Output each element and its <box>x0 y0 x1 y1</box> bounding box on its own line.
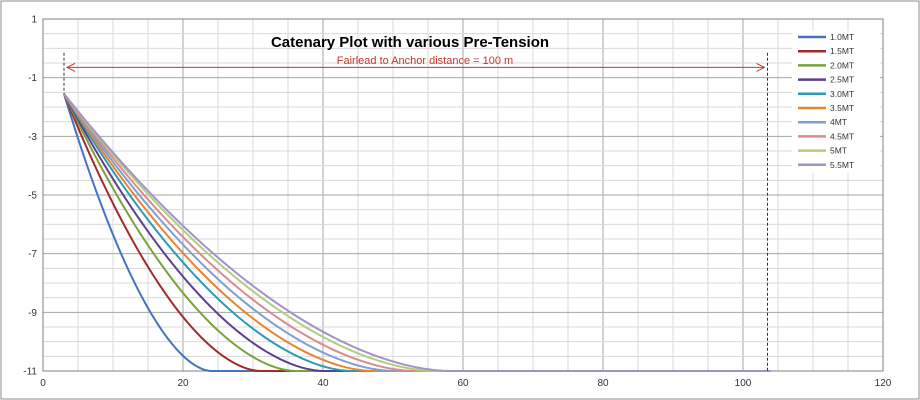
x-tick-label: 20 <box>177 378 189 389</box>
y-tick-label: -5 <box>28 191 37 202</box>
x-tick-label: 100 <box>735 378 752 389</box>
legend-label: 2.0MT <box>830 60 854 70</box>
x-tick-label: 60 <box>457 378 469 389</box>
series-line <box>63 93 771 372</box>
distance-annotation: Fairlead to Anchor distance = 100 m <box>337 55 513 67</box>
series-line <box>63 93 771 372</box>
y-tick-label: -9 <box>28 308 37 319</box>
y-tick-label: -11 <box>23 367 37 378</box>
x-tick-label: 120 <box>875 378 892 389</box>
arrowhead-left-icon <box>65 62 76 72</box>
chart-title: Catenary Plot with various Pre-Tension <box>271 34 549 51</box>
series-line <box>63 93 771 372</box>
legend-label: 5.5MT <box>830 160 854 170</box>
series-line <box>63 93 771 372</box>
series-line <box>63 93 771 372</box>
legend-label: 1.0MT <box>830 32 854 42</box>
series-line <box>63 93 771 372</box>
legend-box <box>792 31 880 173</box>
legend-label: 3.5MT <box>830 103 854 113</box>
series-line <box>63 93 771 372</box>
arrowhead-right-icon <box>756 62 766 72</box>
x-tick-label: 40 <box>317 378 329 389</box>
legend-label: 1.5MT <box>830 46 854 56</box>
series-line <box>63 93 771 372</box>
legend-label: 4.5MT <box>830 131 854 141</box>
annotations: Fairlead to Anchor distance = 100 m <box>63 52 768 371</box>
legend-label: 3.0MT <box>830 89 854 99</box>
x-tick-label: 80 <box>597 378 609 389</box>
legend-label: 2.5MT <box>830 75 854 85</box>
y-tick-label: 1 <box>31 15 37 26</box>
series-line <box>63 93 771 372</box>
series-layer <box>63 93 771 372</box>
legend: 1.0MT 1.5MT 2.0MT 2.5MT 3.0MT 3.5MT 4MT 4.5MT 5M… <box>792 31 880 173</box>
y-tick-label: -3 <box>28 132 37 143</box>
x-tick-label: 0 <box>40 378 46 389</box>
series-line <box>63 93 771 372</box>
y-tick-label: -7 <box>28 249 37 260</box>
legend-label: 4MT <box>830 117 847 127</box>
y-tick-label: -1 <box>28 73 37 84</box>
legend-label: 5MT <box>830 146 847 156</box>
